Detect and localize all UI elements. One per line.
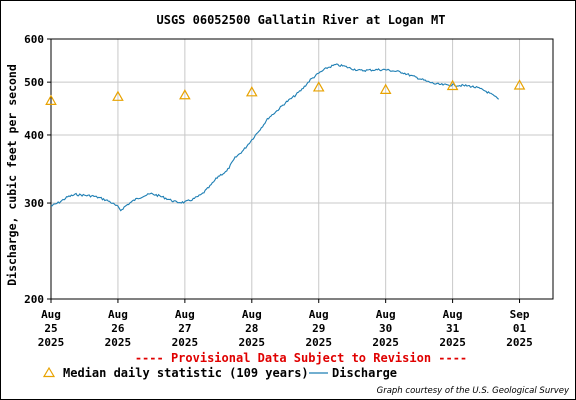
x-tick-label: Aug	[175, 308, 195, 321]
y-axis-ticks: 200 300 400 500 600	[24, 33, 51, 306]
x-tick-label: 28	[245, 322, 258, 335]
x-tick-label: 2025	[439, 336, 466, 349]
credit-text: Graph courtesy of the U.S. Geological Su…	[377, 386, 570, 396]
x-tick-label: Aug	[443, 308, 463, 321]
y-axis-label: Discharge, cubic feet per second	[5, 64, 19, 286]
x-tick-label: 2025	[305, 336, 332, 349]
median-point	[446, 79, 459, 91]
provisional-notice: ---- Provisional Data Subject to Revisio…	[135, 351, 467, 365]
plot-area	[50, 38, 554, 300]
legend-median-triangle-icon	[42, 366, 56, 378]
median-point	[379, 83, 392, 94]
series-layer	[45, 63, 526, 212]
x-tick-label: 01	[513, 322, 527, 335]
y-tick-label: 600	[24, 33, 44, 46]
x-tick-label: 30	[379, 322, 392, 335]
x-tick-label: 27	[178, 322, 191, 335]
x-tick-label: Aug	[376, 308, 396, 321]
legend-median-label: Median daily statistic (109 years)	[63, 366, 309, 380]
grid-lines	[50, 38, 553, 300]
x-tick-label: 2025	[38, 336, 65, 349]
x-tick-label: 26	[111, 322, 125, 335]
x-tick-label: 2025	[239, 336, 266, 349]
median-point	[513, 79, 526, 90]
y-tick-label: 500	[24, 76, 44, 89]
x-tick-label: 25	[44, 322, 57, 335]
x-tick-label: Sep	[510, 308, 530, 321]
x-tick-label: 31	[446, 322, 460, 335]
legend: Median daily statistic (109 years) Disch…	[42, 366, 397, 380]
x-tick-label: Aug	[41, 308, 61, 321]
x-tick-label: Aug	[242, 308, 262, 321]
y-tick-label: 400	[24, 129, 44, 142]
legend-discharge-label: Discharge	[332, 366, 397, 380]
median-point	[179, 89, 191, 100]
x-axis-ticks: Aug252025Aug262025Aug272025Aug282025Aug2…	[38, 299, 533, 349]
chart-title: USGS 06052500 Gallatin River at Logan MT	[157, 13, 446, 27]
x-tick-label: Aug	[309, 308, 329, 321]
median-point	[312, 81, 325, 92]
x-tick-label: Aug	[108, 308, 128, 321]
discharge-line	[50, 63, 500, 212]
x-tick-label: 2025	[172, 336, 199, 349]
x-tick-label: 2025	[506, 336, 533, 349]
x-tick-label: 2025	[372, 336, 399, 349]
median-point	[112, 90, 124, 101]
median-point	[245, 86, 258, 97]
y-tick-label: 300	[24, 197, 44, 210]
median-point	[45, 94, 57, 105]
x-tick-label: 2025	[105, 336, 132, 349]
y-tick-label: 200	[24, 293, 44, 306]
x-tick-label: 29	[312, 322, 325, 335]
